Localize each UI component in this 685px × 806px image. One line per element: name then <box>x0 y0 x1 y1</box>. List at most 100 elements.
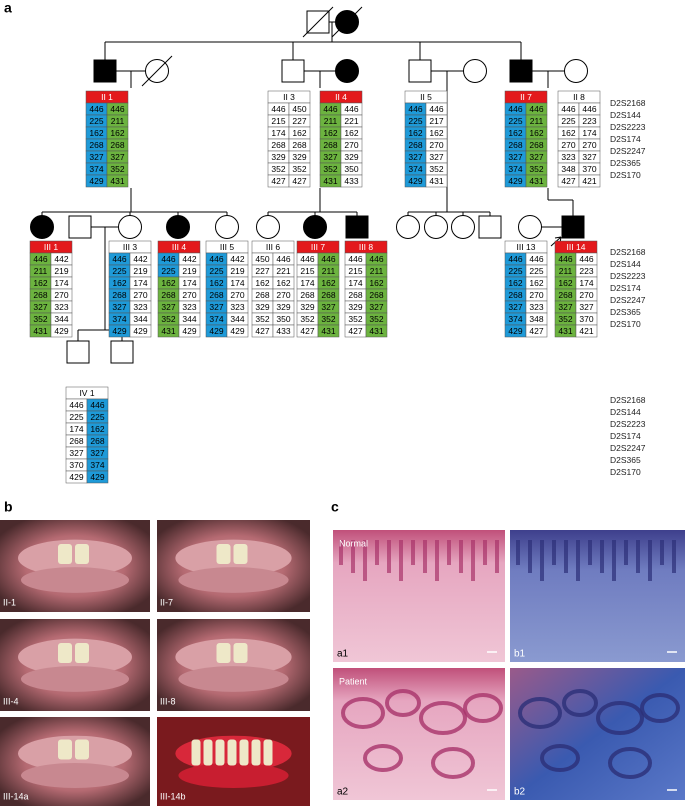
allele: 219 <box>182 266 196 276</box>
panel-sublabel: a1 <box>337 649 349 660</box>
epithelial-island <box>385 689 421 717</box>
allele-cell <box>425 174 448 188</box>
tooth <box>216 643 231 663</box>
allele: 227 <box>292 116 306 126</box>
allele: 327 <box>529 152 543 162</box>
allele: 268 <box>112 290 126 300</box>
marker-name: D2S2168 <box>610 247 646 257</box>
allele: 219 <box>230 266 244 276</box>
allele: 429 <box>54 326 68 336</box>
allele: 427 <box>255 326 269 336</box>
allele-cell <box>525 324 548 338</box>
tooth <box>263 739 273 766</box>
marker-name: D2S365 <box>610 455 641 465</box>
allele: 421 <box>579 326 593 336</box>
allele: 268 <box>69 436 83 446</box>
male-symbol <box>478 215 502 239</box>
allele: 431 <box>321 326 335 336</box>
tooth <box>58 643 72 663</box>
rete-ridge <box>339 540 343 565</box>
allele: 270 <box>429 140 443 150</box>
allele: 323 <box>561 152 575 162</box>
allele: 352 <box>33 314 47 324</box>
rete-ridge <box>648 540 652 581</box>
marker-name: D2S174 <box>610 283 641 293</box>
photo-label: II-7 <box>160 597 173 607</box>
allele: 162 <box>558 278 572 288</box>
allele-cell <box>340 174 363 188</box>
allele: 446 <box>69 400 83 410</box>
rete-ridge <box>600 540 604 573</box>
allele: 174 <box>54 278 68 288</box>
allele: 329 <box>300 302 314 312</box>
allele: 174 <box>300 278 314 288</box>
allele: 374 <box>508 164 522 174</box>
allele: 446 <box>529 254 543 264</box>
allele: 327 <box>33 302 47 312</box>
allele: 268 <box>209 290 223 300</box>
rete-ridge <box>375 540 379 565</box>
allele: 225 <box>508 116 522 126</box>
allele: 431 <box>529 176 543 186</box>
allele: 219 <box>54 266 68 276</box>
allele-cell <box>575 324 598 338</box>
male-symbol <box>281 59 305 83</box>
allele: 429 <box>209 326 223 336</box>
rete-ridge <box>540 540 544 581</box>
male-symbol <box>93 59 117 83</box>
allele: 352 <box>429 164 443 174</box>
tooth <box>239 739 249 766</box>
allele: 446 <box>90 400 104 410</box>
female-symbol <box>118 215 142 239</box>
allele: 446 <box>344 104 358 114</box>
allele: 374 <box>408 164 422 174</box>
allele: 352 <box>323 164 337 174</box>
panel-sublabel: b2 <box>514 787 526 798</box>
individual-label: IV 1 <box>79 388 94 398</box>
lower-gingiva <box>21 763 129 788</box>
marker-name: D2S2247 <box>610 295 646 305</box>
allele-cell <box>578 174 601 188</box>
allele: 174 <box>230 278 244 288</box>
allele: 427 <box>561 176 575 186</box>
male-symbol <box>68 215 92 239</box>
allele: 270 <box>561 140 575 150</box>
allele: 446 <box>348 254 362 264</box>
male-symbol <box>66 340 90 364</box>
allele: 270 <box>344 140 358 150</box>
allele: 327 <box>429 152 443 162</box>
histology-image: b2 <box>510 668 685 800</box>
rete-ridge <box>564 540 568 573</box>
allele: 327 <box>69 448 83 458</box>
rete-ridge <box>552 540 556 565</box>
individual-label: III 14 <box>567 242 586 252</box>
male-symbol <box>345 215 369 239</box>
tooth <box>75 544 89 564</box>
allele: 329 <box>255 302 269 312</box>
allele: 446 <box>89 104 103 114</box>
photo-label: III-14b <box>160 791 186 801</box>
allele-cell <box>50 324 73 338</box>
lower-gingiva <box>178 763 289 788</box>
histology-background <box>510 530 685 662</box>
tooth <box>215 739 225 766</box>
allele: 446 <box>321 254 335 264</box>
allele: 217 <box>429 116 443 126</box>
allele: 225 <box>89 116 103 126</box>
allele: 223 <box>582 116 596 126</box>
allele: 446 <box>209 254 223 264</box>
allele: 327 <box>209 302 223 312</box>
allele: 442 <box>182 254 196 264</box>
marker-name: D2S2223 <box>610 419 646 429</box>
allele: 329 <box>292 152 306 162</box>
allele: 221 <box>344 116 358 126</box>
individual-label: III 3 <box>123 242 137 252</box>
rete-ridge <box>588 540 592 565</box>
allele: 370 <box>69 460 83 470</box>
allele: 429 <box>408 176 422 186</box>
allele: 162 <box>369 278 383 288</box>
allele: 327 <box>508 302 522 312</box>
individual-label: III 6 <box>266 242 280 252</box>
histology-background <box>333 530 505 662</box>
photo-label: III-8 <box>160 696 176 706</box>
